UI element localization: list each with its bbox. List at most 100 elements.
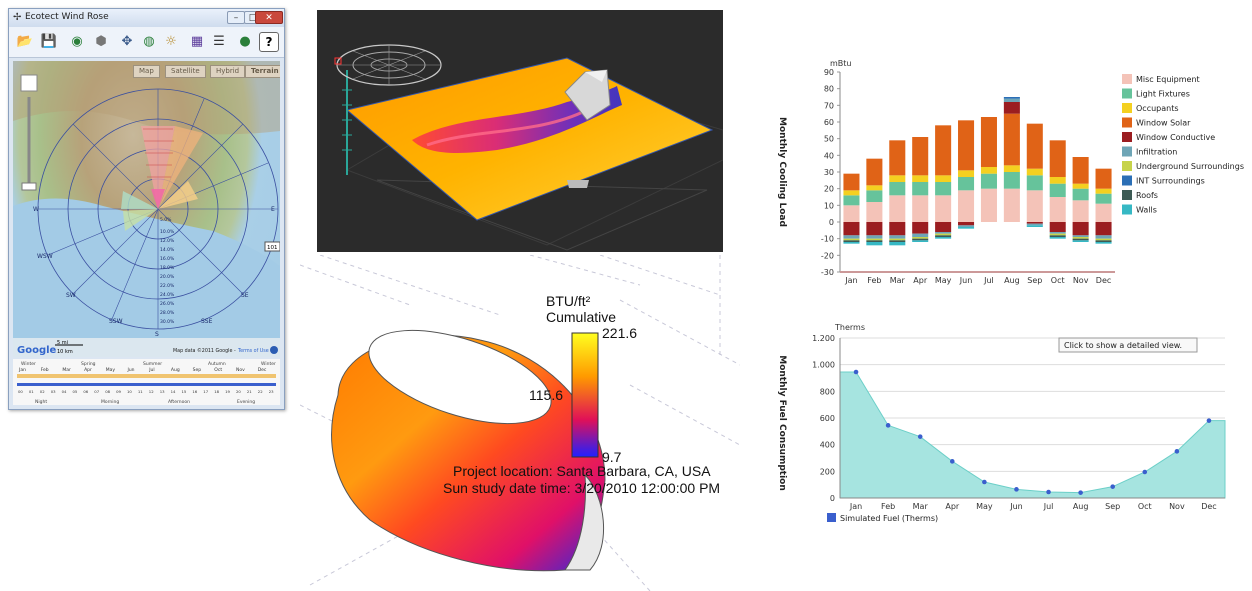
cooling-load-chart[interactable]: mBtu -30 -20 -10 0 10 20 30 40 50 60 70 80 90 Jan Feb Ma… (770, 40, 1250, 300)
cube-icon[interactable]: ⬢ (95, 34, 107, 49)
info-icon[interactable] (270, 346, 278, 354)
x-tick-label: Apr (913, 276, 928, 285)
tooltip (1058, 337, 1198, 353)
globe-icon[interactable]: ◉ (71, 34, 83, 49)
legend-max: 221.6 (602, 325, 638, 341)
data-point[interactable] (1142, 469, 1148, 475)
dome-opening (368, 329, 552, 425)
bar-segment (1026, 175, 1043, 191)
perspective-guides (300, 255, 740, 591)
season-label: Winter (261, 361, 276, 367)
google-logo: Google (17, 345, 57, 356)
minimize-button[interactable]: – (227, 11, 245, 24)
sun-globe-icon[interactable]: ☼ (165, 34, 177, 49)
sphere-icon[interactable]: ● (239, 34, 251, 49)
bar-segment (1003, 172, 1020, 189)
map-type-terrain-button[interactable]: Terrain (245, 65, 280, 78)
bar-segment (935, 195, 952, 222)
highway-shield: 101 (264, 241, 280, 252)
bar-segment (935, 182, 952, 196)
svg-text:24.0%: 24.0% (160, 292, 175, 298)
hour-label: 15 (182, 389, 187, 394)
bar-segment (980, 173, 997, 189)
month-label: Jan (18, 367, 26, 373)
hour-label: 11 (138, 389, 143, 394)
bar-segment (1095, 242, 1112, 244)
x-tick-label: Jun (1009, 502, 1023, 511)
bar-segment (866, 158, 883, 186)
globe2-icon[interactable]: ◍ (143, 34, 155, 49)
data-point[interactable] (949, 459, 955, 464)
hour-range-bar[interactable] (17, 383, 276, 386)
save-icon[interactable]: 💾 (40, 34, 58, 49)
legend-swatch (827, 513, 836, 522)
rose-petals (121, 126, 203, 231)
project-location: Project location: Santa Barbara, CA, USA (453, 463, 711, 479)
season-label: Spring (81, 361, 96, 367)
time-range-panel[interactable]: Winter Spring Summer Autumn Winter Jan Fe… (13, 359, 280, 405)
bar-segment (889, 195, 906, 222)
bar-segment (889, 240, 906, 242)
x-tick-label: Jul (983, 276, 994, 285)
map-type-map-button[interactable]: Map (133, 65, 160, 78)
data-point[interactable] (1078, 490, 1083, 495)
fuel-consumption-chart[interactable]: Therms 0 200 400 600 800 1.000 1.200 Jan Feb Mar Ap… (770, 310, 1250, 530)
cfd-scene (334, 44, 723, 251)
month-range-bar[interactable] (17, 374, 276, 378)
bar-segment (866, 235, 883, 239)
svg-text:14.0%: 14.0% (160, 247, 175, 253)
data-point[interactable] (1014, 487, 1019, 492)
x-tick-label: Feb (867, 276, 881, 285)
bar-segment (843, 173, 860, 191)
month-label: Aug (171, 367, 180, 373)
bar-segment (935, 237, 952, 239)
map-type-hybrid-button[interactable]: Hybrid (210, 65, 246, 78)
compass-sw: SW (66, 292, 76, 299)
x-tick-label: May (976, 502, 993, 511)
x-tick-label: Oct (1051, 276, 1065, 285)
list-icon[interactable]: ☰ (213, 34, 225, 49)
legend-label: Window Conductive (1136, 133, 1215, 142)
bar-segment (1072, 222, 1089, 236)
legend-label: Window Solar (1136, 119, 1191, 128)
cfd-3d-view[interactable] (317, 10, 723, 252)
bar-segment (866, 185, 883, 191)
x-tick-label: Aug (1073, 502, 1089, 511)
window-titlebar[interactable]: ✢ Ecotect Wind Rose – □ ✕ (9, 9, 284, 27)
close-button[interactable]: ✕ (255, 11, 283, 24)
bar-segment (866, 222, 883, 236)
palette-icon[interactable]: ▦ (190, 34, 204, 49)
data-point[interactable] (982, 479, 987, 485)
data-point[interactable] (917, 434, 923, 439)
bar-segment (1072, 235, 1089, 237)
period-label: Morning (101, 399, 119, 405)
y-tick-label: 1.200 (812, 334, 835, 343)
legend-label: Occupants (1136, 104, 1179, 113)
month-label: Nov (236, 367, 245, 373)
legend-swatch (1122, 161, 1132, 171)
wind-rose-map[interactable]: Map Satellite Hybrid Terrain (13, 61, 280, 357)
bar-segment (843, 190, 860, 196)
help-button[interactable]: ? (259, 32, 279, 52)
x-tick-label: Dec (1201, 502, 1216, 511)
data-point[interactable] (1046, 489, 1051, 495)
sun-study-view[interactable]: BTU/ft² Cumulative 221.6 115.6 9.7 Proje… (300, 255, 740, 591)
legend-label: Misc Equipment (1136, 75, 1200, 84)
data-point[interactable] (1206, 418, 1212, 423)
legend-swatch (1122, 146, 1132, 157)
data-point[interactable] (1110, 484, 1116, 489)
map-type-satellite-button[interactable]: Satellite (165, 65, 206, 78)
zoom-slider[interactable] (20, 74, 38, 191)
data-point[interactable] (1174, 449, 1180, 454)
move-icon[interactable]: ✥ (121, 34, 133, 49)
bar-segment (935, 222, 952, 232)
cooling-unit-label: mBtu (830, 59, 852, 68)
data-point[interactable] (853, 369, 859, 375)
x-tick-label: Nov (1073, 276, 1089, 285)
open-icon[interactable]: 📂 (16, 34, 34, 49)
terms-link[interactable]: Terms of Use (237, 348, 269, 354)
time-slider[interactable]: Winter Spring Summer Autumn Winter Jan Fe… (13, 359, 280, 405)
season-label: Summer (143, 361, 162, 367)
data-point[interactable] (885, 423, 891, 428)
fuel-unit-label: Therms (834, 323, 865, 332)
